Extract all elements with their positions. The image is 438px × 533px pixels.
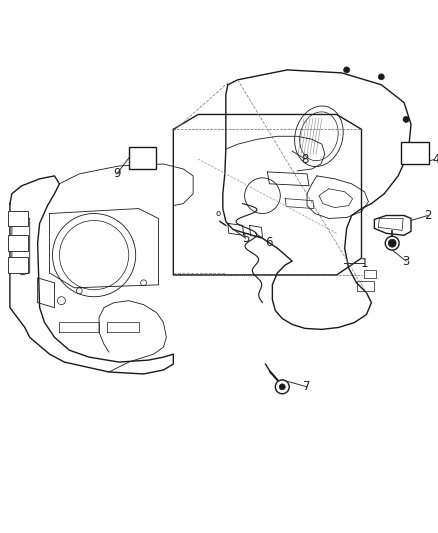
Bar (8, 235, 28, 251)
Text: 2: 2 (424, 209, 431, 222)
Bar (8, 211, 28, 227)
Bar (133, 151, 152, 165)
Circle shape (403, 116, 409, 123)
Bar (405, 146, 425, 160)
FancyBboxPatch shape (129, 147, 156, 169)
Text: 8: 8 (301, 152, 309, 166)
Circle shape (344, 67, 350, 73)
Text: 9: 9 (113, 167, 120, 180)
Circle shape (378, 74, 384, 80)
Circle shape (388, 239, 396, 247)
Text: 3: 3 (403, 255, 410, 268)
Text: 4: 4 (432, 152, 438, 166)
Text: 6: 6 (265, 236, 272, 249)
Text: 5: 5 (242, 232, 249, 245)
Bar (357, 281, 374, 291)
Text: 1: 1 (361, 256, 368, 270)
Text: 7: 7 (303, 381, 311, 393)
Circle shape (279, 384, 285, 390)
Bar (364, 270, 376, 278)
FancyBboxPatch shape (401, 142, 429, 164)
Bar (8, 257, 28, 273)
Text: o: o (215, 209, 220, 218)
